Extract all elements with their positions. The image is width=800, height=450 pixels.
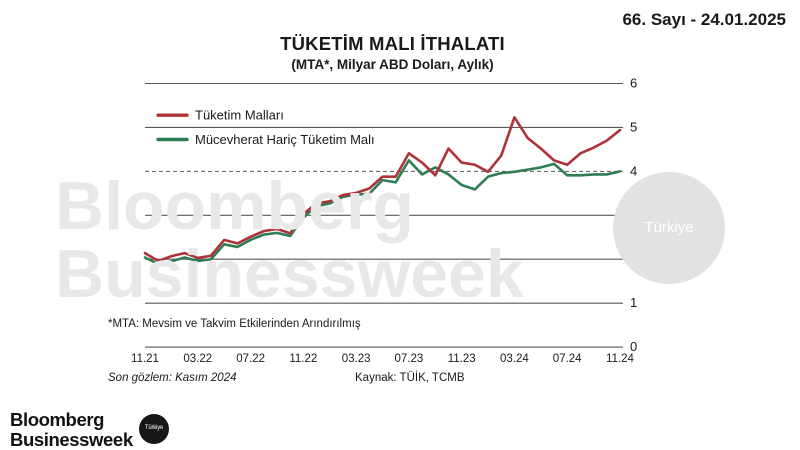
- svg-text:Mücevherat Hariç Tüketim Malı: Mücevherat Hariç Tüketim Malı: [195, 132, 375, 147]
- svg-text:11.21: 11.21: [131, 353, 159, 365]
- svg-text:0: 0: [630, 339, 637, 354]
- svg-text:03.23: 03.23: [342, 353, 371, 365]
- svg-text:Son gözlem: Kasım 2024: Son gözlem: Kasım 2024: [108, 372, 237, 384]
- svg-text:03.24: 03.24: [500, 353, 529, 365]
- svg-text:4: 4: [630, 164, 637, 179]
- svg-text:07.22: 07.22: [236, 353, 265, 365]
- svg-text:5: 5: [630, 120, 637, 135]
- svg-text:Tüketim Malları: Tüketim Malları: [195, 108, 284, 123]
- svg-text:6: 6: [630, 76, 637, 91]
- svg-text:1: 1: [630, 295, 637, 310]
- svg-text:11.24: 11.24: [606, 353, 635, 365]
- svg-text:11.23: 11.23: [448, 353, 476, 365]
- svg-text:*MTA: Mevsim ve Takvim Etkiler: *MTA: Mevsim ve Takvim Etkilerinden Arın…: [108, 318, 361, 330]
- svg-text:11.22: 11.22: [289, 353, 317, 365]
- svg-text:07.23: 07.23: [395, 353, 424, 365]
- svg-text:07.24: 07.24: [553, 353, 582, 365]
- svg-text:03.22: 03.22: [183, 353, 212, 365]
- svg-text:Kaynak: TÜİK, TCMB: Kaynak: TÜİK, TCMB: [355, 371, 465, 384]
